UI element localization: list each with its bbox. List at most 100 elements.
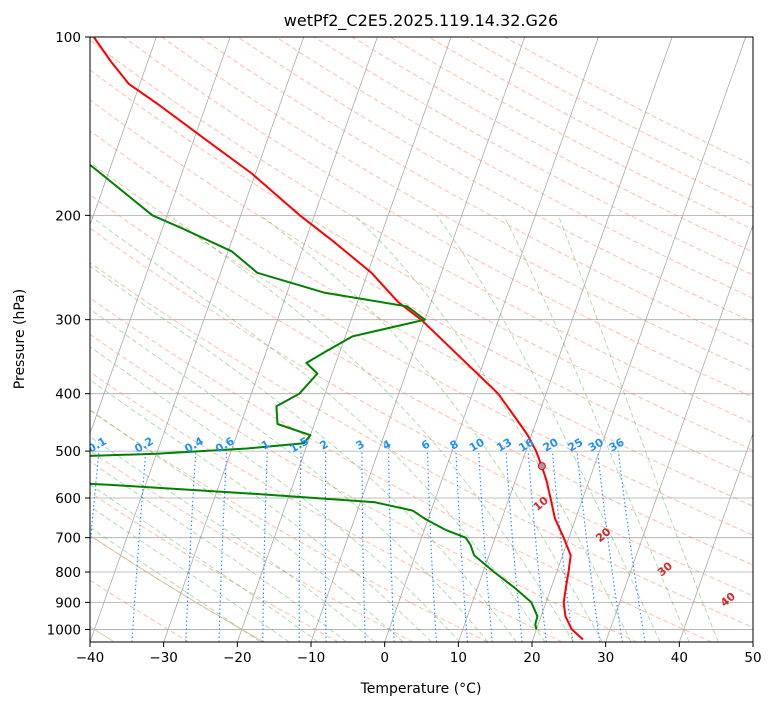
dry-adiabat-lines — [90, 37, 753, 642]
dry-adiabat-line — [237, 37, 753, 323]
dry-adiabat-line — [90, 130, 753, 507]
dry-adiabat-line — [90, 579, 190, 642]
mixing-ratio-label: 0.4 — [182, 434, 206, 455]
mixing-ratio-line — [298, 451, 302, 642]
moist-adiabat-label: 10 — [531, 494, 551, 514]
dry-adiabat-line — [123, 37, 753, 398]
x-tick-label: 0 — [380, 650, 389, 666]
y-tick-label: 400 — [55, 387, 81, 403]
y-tick-label: 500 — [55, 444, 81, 460]
dry-adiabat-line — [428, 37, 753, 209]
moist-adiabat-line — [260, 214, 603, 642]
isotherm-lines — [90, 37, 753, 642]
mixing-ratio-label: 0.1 — [86, 435, 109, 456]
reference-curves — [90, 534, 264, 642]
sounding-series — [90, 37, 584, 641]
dry-adiabat-line — [90, 161, 753, 536]
x-axis-label: Temperature (°C) — [360, 681, 482, 697]
mixing-ratio-label: 8 — [448, 438, 461, 453]
isotherm-line — [90, 37, 157, 227]
dry-adiabat-line — [90, 194, 753, 566]
isotherm-line — [752, 640, 753, 642]
y-tick-label: 900 — [55, 595, 81, 611]
dry-adiabat-line — [90, 491, 339, 642]
y-tick-label: 100 — [55, 30, 81, 46]
y-axis-label: Pressure (hPa) — [12, 289, 28, 389]
line-labels: 0.10.20.40.611.52346810131620253036-100-… — [0, 421, 738, 610]
y-tick-label: 600 — [55, 491, 81, 507]
moist-adiabat-line — [90, 526, 261, 642]
dry-adiabat-line — [313, 37, 753, 276]
mixing-ratio-line — [262, 451, 268, 642]
moist-adiabat-line — [90, 346, 461, 642]
reference-curve — [90, 534, 264, 642]
moist-adiabat-line — [90, 265, 517, 642]
dry-adiabat-line — [390, 37, 753, 231]
isotherm-line — [605, 223, 753, 642]
moist-adiabat-line — [90, 409, 404, 642]
plot-frame — [89, 36, 754, 643]
dry-adiabat-line — [275, 37, 753, 299]
mixing-ratio-line — [478, 451, 493, 642]
y-axis: 100 200 300 400 500 600 700 800 900 1000 — [47, 30, 90, 638]
isotherm-line — [678, 432, 753, 642]
mixing-ratio-label: 3 — [354, 438, 367, 453]
y-tick-label: 200 — [55, 208, 81, 224]
mixing-ratio-line — [324, 451, 327, 642]
moist-adiabat-line — [557, 215, 719, 642]
x-tick-label: 40 — [671, 650, 688, 666]
plot-area: 0.10.20.40.611.52346810131620253036-100-… — [0, 37, 753, 642]
mixing-ratio-line — [455, 451, 469, 642]
isotherm-line — [90, 37, 305, 642]
chart-title: wetPf2_C2E5.2025.119.14.32.G26 — [284, 11, 558, 31]
dry-adiabat-line — [90, 227, 753, 597]
moist-adiabat-lines — [90, 214, 719, 642]
mixing-ratio-line — [597, 451, 623, 642]
mixing-ratio-line — [218, 451, 228, 642]
mixing-ratio-line — [426, 451, 437, 642]
moist-adiabat-line — [90, 308, 489, 642]
dewpoint-profile-line — [90, 37, 539, 630]
isotherm-line — [163, 37, 378, 642]
moist-adiabat-line — [354, 214, 632, 642]
mixing-ratio-label: 16 — [517, 435, 537, 454]
moist-adiabat-line — [168, 214, 574, 642]
mixing-ratio-label: 1 — [259, 438, 272, 453]
mixing-ratio-label: 36 — [607, 435, 627, 454]
moist-adiabat-line — [90, 483, 319, 642]
y-tick-label: 1000 — [47, 622, 81, 638]
dry-adiabat-line — [466, 37, 753, 187]
mixing-ratio-line — [388, 451, 395, 642]
moist-adiabat-label: 40 — [718, 590, 738, 610]
y-tick-label: 700 — [55, 531, 81, 547]
dry-adiabat-line — [90, 262, 753, 629]
x-tick-label: −40 — [76, 650, 105, 666]
dry-adiabat-line — [90, 410, 488, 642]
temperature-profile-line — [92, 37, 584, 641]
dry-adiabat-line — [90, 371, 563, 642]
dry-adiabat-line — [90, 333, 638, 642]
dry-adiabat-label: 0 — [80, 441, 95, 456]
moist-adiabat-line — [90, 460, 347, 642]
mixing-ratio-line — [617, 451, 646, 642]
x-tick-label: −20 — [223, 650, 252, 666]
moist-adiabat-line — [90, 215, 546, 642]
x-tick-label: 20 — [523, 650, 540, 666]
dry-adiabat-line — [90, 99, 753, 479]
moist-adiabat-line — [90, 436, 376, 642]
dry-adiabat-line — [199, 37, 753, 348]
mixing-ratio-label: 0.6 — [213, 434, 237, 455]
mixing-ratio-line — [505, 451, 523, 642]
y-tick-label: 300 — [55, 313, 81, 329]
mixing-ratio-label: 20 — [541, 435, 561, 454]
x-tick-label: 30 — [597, 650, 614, 666]
x-tick-label: −30 — [149, 650, 178, 666]
pressure-gridlines — [90, 37, 753, 630]
mixing-ratio-label: 25 — [565, 436, 585, 455]
dry-adiabat-label: -10 — [0, 421, 17, 444]
moist-adiabat-line — [90, 505, 290, 642]
mixing-ratio-label: 2 — [317, 438, 330, 453]
mixing-ratio-line — [90, 451, 100, 553]
isotherm-line — [531, 37, 747, 642]
